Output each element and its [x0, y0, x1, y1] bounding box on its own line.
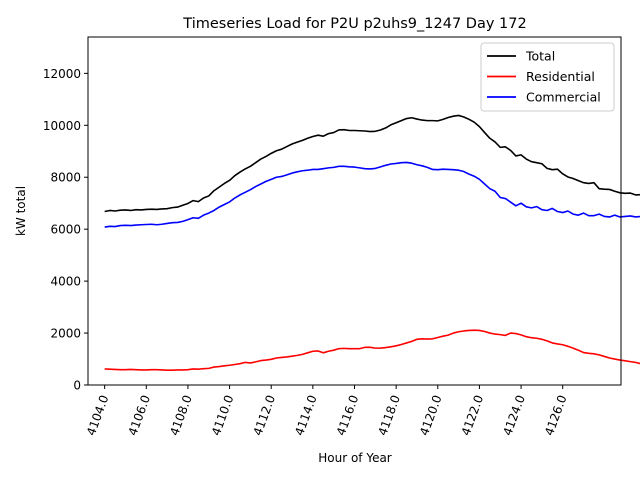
x-tick-label: 4120.0 [417, 393, 445, 437]
legend-label-total: Total [525, 49, 555, 64]
x-tick-label: 4106.0 [126, 393, 154, 437]
y-axis-ticks: 0 2000 4000 6000 8000 10000 12000 [43, 67, 88, 393]
y-tick-label: 2000 [50, 327, 81, 341]
x-tick-label: 4110.0 [209, 393, 237, 437]
x-tick-label: 4114.0 [292, 393, 320, 437]
y-tick-label: 4000 [50, 275, 81, 289]
y-axis-label: kW total [14, 186, 28, 236]
x-tick-label: 4116.0 [334, 393, 362, 437]
x-tick-label: 4108.0 [167, 393, 195, 437]
x-tick-label: 4124.0 [500, 393, 528, 437]
series-layer [104, 114, 640, 372]
x-axis-label: Hour of Year [318, 451, 392, 465]
y-tick-label: 12000 [43, 67, 81, 81]
chart-title: Timeseries Load for P2U p2uhs9_1247 Day … [182, 16, 526, 32]
x-tick-label: 4122.0 [459, 393, 487, 437]
series-line-residential [104, 329, 640, 372]
y-tick-label: 0 [73, 379, 81, 393]
legend-box [480, 42, 615, 112]
y-tick-label: 6000 [50, 223, 81, 237]
y-tick-label: 10000 [43, 119, 81, 133]
x-tick-label: 4104.0 [84, 393, 112, 437]
legend: Total Residential Commercial [480, 42, 615, 112]
legend-label-commercial: Commercial [526, 90, 601, 105]
series-line-total [104, 114, 640, 213]
x-axis-ticks: 4104.0 4106.0 4108.0 4110.0 4112.0 4114.0 4116… [84, 385, 570, 437]
series-line-commercial [104, 161, 640, 228]
x-tick-label: 4112.0 [251, 393, 279, 437]
x-tick-label: 4118.0 [375, 393, 403, 437]
legend-label-residential: Residential [526, 69, 595, 84]
y-tick-label: 8000 [50, 171, 81, 185]
x-tick-label: 4126.0 [542, 393, 570, 437]
